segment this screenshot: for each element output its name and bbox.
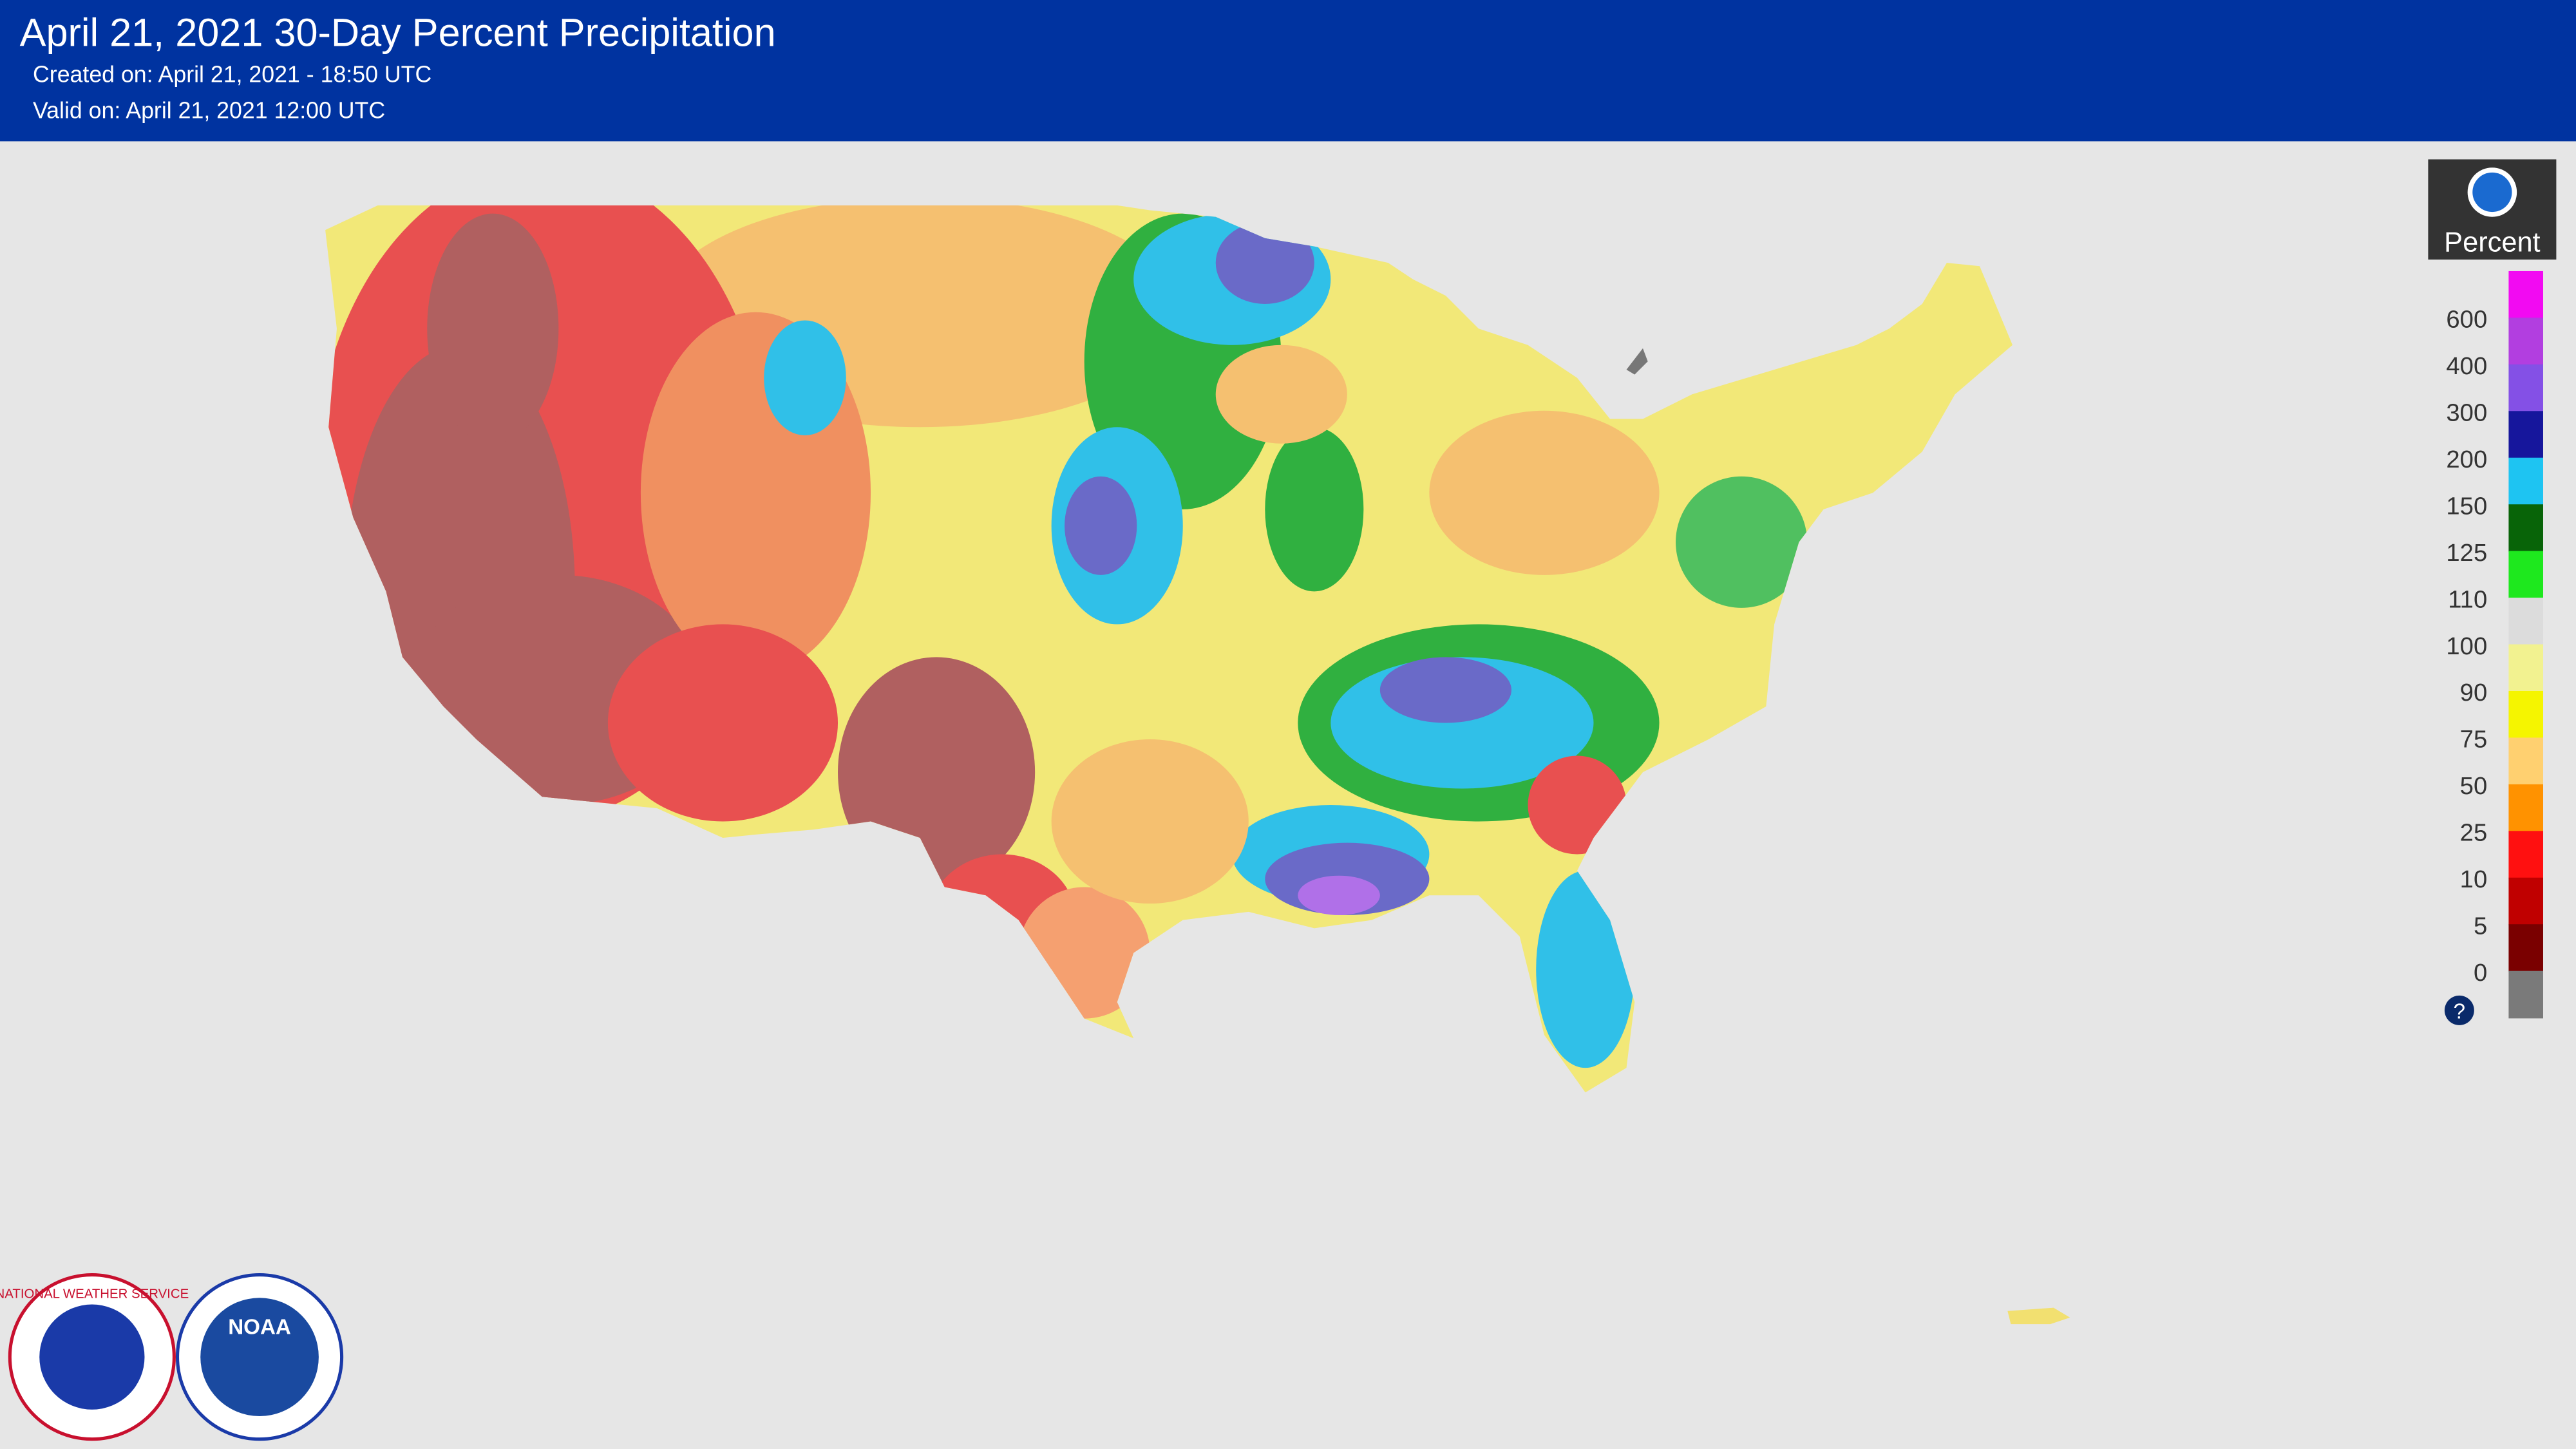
legend-label: 0 [2474, 959, 2487, 987]
legend-label: 25 [2460, 819, 2488, 847]
title: April 21, 2021 30-Day Percent Precipitat… [20, 10, 776, 54]
noaa-logo-center [200, 1298, 319, 1416]
legend-swatch [2508, 411, 2543, 459]
legend-swatch [2508, 784, 2543, 832]
legend-swatch [2508, 877, 2543, 925]
puerto-rico [2007, 1307, 2070, 1325]
legend-swatch [2508, 831, 2543, 879]
legend-label: 600 [2446, 306, 2487, 334]
legend-label: 300 [2446, 399, 2487, 427]
legend-label: 100 [2446, 632, 2487, 660]
legend-label: 50 [2460, 772, 2488, 800]
legend-label: 150 [2446, 492, 2487, 520]
legend-swatch [2508, 690, 2543, 739]
legend-title: Percent [2444, 227, 2540, 258]
created: Created on: April 21, 2021 - 18:50 UTC [33, 62, 431, 88]
help-mark[interactable]: ? [2454, 1000, 2465, 1024]
legend-label: 10 [2460, 866, 2488, 893]
legend-label: 200 [2446, 446, 2487, 473]
valid: Valid on: April 21, 2021 12:00 UTC [33, 98, 385, 124]
legend-swatch [2508, 317, 2543, 366]
legend-swatch [2508, 364, 2543, 412]
legend-label: 75 [2460, 726, 2488, 753]
legend-swatch [2508, 644, 2543, 692]
legend-swatch [2508, 457, 2543, 506]
legend-label: 90 [2460, 679, 2488, 706]
legend-label: 5 [2474, 913, 2487, 940]
legend-swatch [2508, 551, 2543, 599]
legend-swatch [2508, 737, 2543, 786]
nws-logo-center [39, 1304, 145, 1410]
legend-swatch [2508, 598, 2543, 645]
nws-label: NATIONAL WEATHER SERVICE [0, 1287, 189, 1301]
legend-swatch [2508, 971, 2543, 1019]
legend-swatch [2508, 924, 2543, 972]
precip-map [325, 205, 2012, 1093]
legend-label: 400 [2446, 352, 2487, 380]
legend-swatch [2508, 504, 2543, 552]
header-bar [0, 0, 2576, 142]
island [1626, 348, 1648, 375]
legend-label: 110 [2448, 585, 2487, 613]
legend-label: 125 [2446, 539, 2487, 567]
noaa-icon-inner [2472, 172, 2512, 213]
legend-swatch [2508, 270, 2543, 319]
help-icon[interactable] [2444, 995, 2474, 1025]
noaa-label: NOAA [228, 1315, 291, 1339]
